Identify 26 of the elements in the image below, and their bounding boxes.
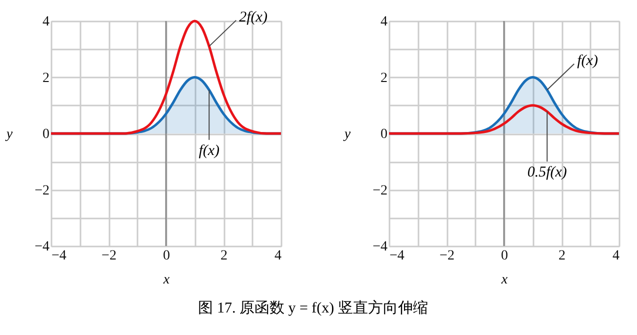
x-tick-label: 2 — [558, 248, 566, 264]
y-axis-title: y — [342, 127, 352, 142]
x-tick-label: 4 — [612, 248, 620, 264]
y-tick-label: 4 — [42, 14, 50, 30]
y-tick-label: 0 — [42, 127, 50, 142]
x-axis-title: x — [162, 272, 170, 288]
series-label: f(x) — [198, 142, 220, 159]
x-tick-label: 2 — [220, 248, 228, 264]
text: 0.5f(x) — [527, 164, 567, 181]
x-tick-label: −2 — [102, 248, 116, 264]
x-tick-label: 4 — [274, 248, 282, 264]
x-tick-label: 0 — [501, 248, 508, 264]
x-axis-title: x — [500, 272, 508, 288]
line-series — [388, 104, 620, 135]
y-tick-label: 4 — [380, 14, 388, 30]
y-axis-title: y — [4, 127, 14, 142]
y-tick-label: −2 — [372, 183, 388, 198]
y-tick-label: 0 — [380, 127, 388, 142]
y-tick-label: 2 — [42, 70, 50, 86]
text: 2f(x) — [239, 9, 268, 26]
text: 图 17. 原函数 y = f(x) 竖直方向伸缩 — [198, 300, 428, 316]
y-tick-label: 2 — [380, 70, 388, 86]
x-tick-label: 0 — [163, 248, 170, 264]
text: f(x) — [577, 52, 598, 69]
x-tick-label: −2 — [440, 248, 454, 264]
y-tick-label: −2 — [34, 183, 50, 198]
